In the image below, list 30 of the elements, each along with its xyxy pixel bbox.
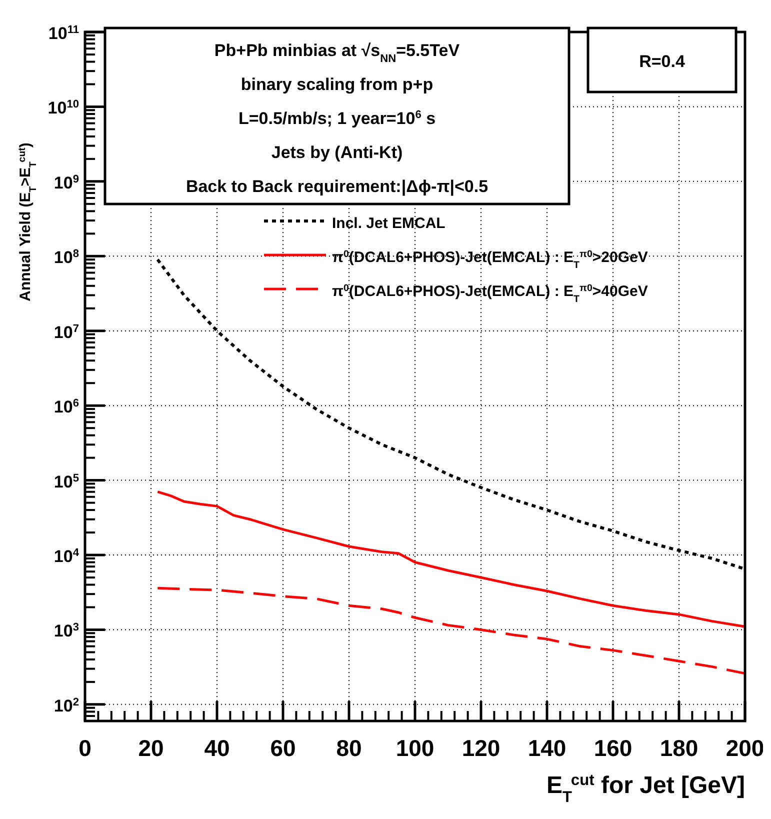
y-tick-label: 10$^{4}$ — [54, 546, 80, 566]
y-tick-label: 10$^{10}$ — [48, 98, 79, 118]
y-tick-label: 10$^{6}$ — [54, 398, 79, 417]
x-tick-label: 140 — [528, 735, 566, 761]
annotation: Back to Back requirement:|Δϕ-π|<0.5 — [186, 177, 488, 196]
annotation: L=0.5/mb/s; 1 year=10$^{6}$ s — [238, 109, 436, 128]
x-tick-label: 20 — [138, 735, 164, 761]
annotation: binary scaling from p+p — [240, 75, 434, 94]
x-tick-label: 40 — [204, 735, 230, 761]
legend-label: Incl. Jet EMCAL — [332, 215, 446, 232]
x-tick-label: 80 — [336, 735, 362, 761]
y-tick-label: 10$^{8}$ — [54, 248, 79, 268]
annotation: R=0.4 — [639, 52, 686, 71]
y-tick-label: 10$^{3}$ — [54, 622, 79, 641]
y-tick-label: 10$^{7}$ — [54, 322, 79, 342]
y-tick-label: 10$^{9}$ — [54, 173, 79, 192]
x-tick-label: 160 — [594, 735, 632, 761]
y-tick-label: 10$^{11}$ — [48, 24, 79, 43]
x-axis-title: E$_{T}$$^{cut}$ for Jet [GeV] — [546, 772, 745, 806]
x-tick-label: 120 — [462, 735, 500, 761]
x-tick-label: 180 — [660, 735, 698, 761]
y-tick-label: 10$^{5}$ — [54, 472, 79, 492]
x-tick-label: 0 — [78, 735, 92, 761]
annotation: Pb+Pb minbias at √s$_{NN}$=5.5TeV — [214, 41, 460, 65]
x-tick-label: 200 — [726, 735, 764, 761]
annotation: Jets by (Anti-Kt) — [271, 143, 403, 162]
x-tick-label: 60 — [270, 735, 296, 761]
legend-label: π$^{0}$(DCAL6+PHOS)-Jet(EMCAL) : E$_{T}$$^{π0}$>40GeV — [332, 282, 648, 304]
y-tick-label: 10$^{2}$ — [54, 696, 79, 716]
x-tick-label: 100 — [396, 735, 434, 761]
